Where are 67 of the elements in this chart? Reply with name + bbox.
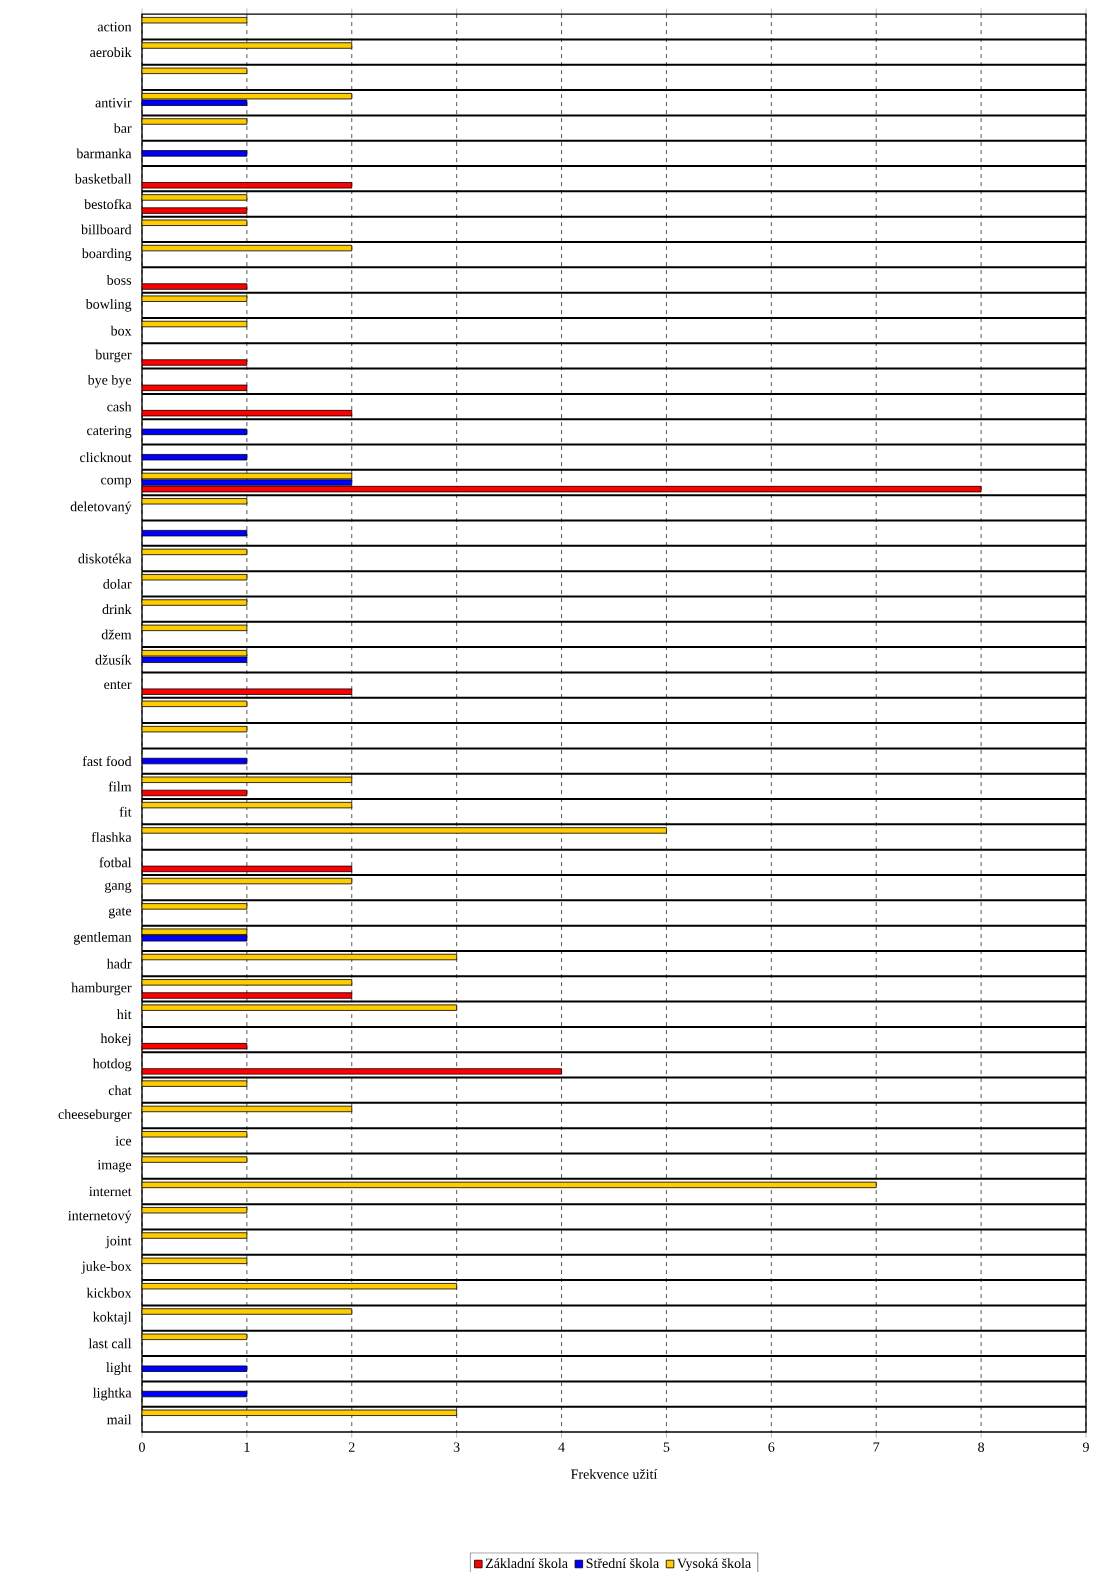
y-tick-label: antivir <box>95 98 132 108</box>
y-tick-label: kickbox <box>86 1287 132 1298</box>
x-tick-label: 4 <box>558 1442 565 1452</box>
x-tick-label: 5 <box>663 1442 670 1452</box>
y-tick-label: dolar <box>103 578 132 589</box>
y-tick-label: fast food <box>82 756 132 767</box>
y-tick-label: image <box>97 1160 132 1173</box>
y-tick-label: boarding <box>81 248 132 262</box>
x-axis-title: Frekvence užití <box>571 1469 658 1479</box>
y-tick-label: billboard <box>81 224 132 235</box>
x-tick-label: 9 <box>1082 1442 1089 1452</box>
y-tick-label: barmanka <box>76 148 132 159</box>
y-tick-label: ice <box>115 1136 132 1146</box>
y-tick-label: internet <box>89 1186 132 1197</box>
y-tick-label: cheeseburger <box>58 1109 132 1122</box>
y-tick-label: chat <box>108 1085 132 1096</box>
legend-label: Střední škola <box>586 1558 659 1569</box>
y-tick-label: joint <box>105 1236 132 1249</box>
x-tick-label: 6 <box>768 1442 775 1452</box>
legend-label: Základní škola <box>485 1558 568 1569</box>
x-tick-label: 1 <box>244 1442 250 1452</box>
y-tick-label: film <box>108 781 132 792</box>
y-tick-label: comp <box>101 477 132 488</box>
y-tick-label: džem <box>101 629 132 640</box>
y-tick-label: flashka <box>91 832 132 843</box>
y-tick-label: bye bye <box>87 374 132 388</box>
y-tick-label: basketball <box>74 173 132 184</box>
legend-label: Vysoká škola <box>677 1558 751 1571</box>
y-tick-label: fotbal <box>99 857 132 868</box>
y-tick-label: juke-box <box>81 1261 132 1274</box>
y-tick-label: mail <box>107 1414 132 1425</box>
y-tick-label: catering <box>87 425 132 439</box>
y-tick-label: bowling <box>85 298 132 312</box>
x-tick-label: 3 <box>453 1442 460 1452</box>
y-tick-label: clicknout <box>80 452 132 463</box>
y-tick-label: fit <box>119 806 132 817</box>
y-tick-label: bar <box>113 123 132 133</box>
y-tick-label: koktajl <box>92 1311 132 1325</box>
y-tick-label: drink <box>102 604 132 615</box>
y-tick-label: aerobik <box>90 47 132 58</box>
x-tick-label: 2 <box>348 1442 355 1452</box>
y-tick-label: hit <box>116 1009 132 1020</box>
y-tick-label: bestofka <box>84 199 132 210</box>
y-tick-label: burger <box>95 349 132 363</box>
y-tick-label: hamburger <box>71 982 132 996</box>
y-tick-label: džusík <box>95 654 132 665</box>
y-tick-label: gate <box>108 907 132 919</box>
y-tick-label: enter <box>104 681 132 690</box>
y-tick-label: hadr <box>106 958 132 969</box>
y-tick-label: box <box>110 325 132 336</box>
y-tick-label: last call <box>88 1338 132 1349</box>
y-tick-label: diskotéka <box>78 553 132 564</box>
y-tick-label: hokej <box>100 1033 131 1046</box>
y-tick-label: lightka <box>92 1387 132 1401</box>
y-tick-label: gentleman <box>73 931 132 945</box>
y-tick-label: light <box>106 1362 132 1376</box>
x-tick-label: 7 <box>873 1442 880 1452</box>
x-tick-label: 8 <box>978 1442 985 1452</box>
y-tick-label: internetový <box>68 1210 132 1224</box>
y-tick-label: boss <box>106 275 132 285</box>
y-tick-label: cash <box>107 401 132 412</box>
x-tick-label: 0 <box>139 1442 145 1452</box>
y-tick-label: gang <box>104 882 132 893</box>
bar <box>142 827 667 834</box>
y-tick-label: hotdog <box>92 1058 132 1072</box>
y-tick-label: deletovaný <box>70 501 132 515</box>
y-tick-label: action <box>97 22 132 32</box>
